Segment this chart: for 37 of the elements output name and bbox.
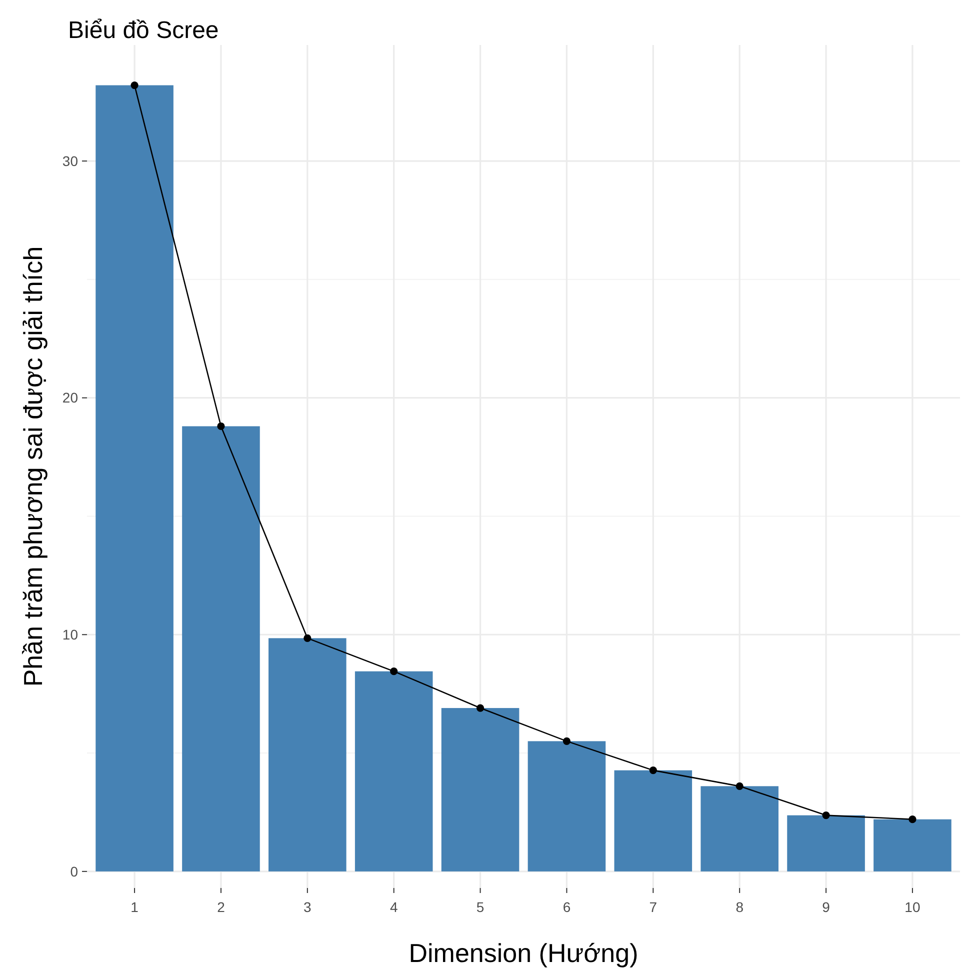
x-tick-label: 7: [649, 899, 658, 915]
bar: [700, 786, 778, 872]
bar: [441, 708, 520, 872]
y-tick-label: 10: [62, 626, 78, 643]
bar: [354, 671, 433, 872]
point: [217, 422, 225, 430]
point: [476, 704, 484, 712]
x-tick-label: 3: [304, 899, 312, 915]
x-tick-label: 5: [476, 899, 484, 915]
bar: [182, 426, 260, 872]
bar: [528, 741, 606, 872]
point: [562, 737, 571, 745]
bar: [268, 638, 346, 872]
x-tick-label: 6: [562, 899, 571, 915]
point: [649, 766, 657, 774]
x-tick-label: 2: [217, 899, 226, 915]
bar: [96, 85, 174, 872]
y-tick-label: 20: [62, 390, 78, 406]
bar: [614, 770, 692, 872]
x-axis-title: Dimension (Hướng): [408, 938, 638, 968]
chart-title: Biểu đồ Scree: [68, 17, 219, 44]
point: [736, 782, 744, 790]
y-axis-title: Phần trăm phương sai được giải thích: [18, 246, 48, 687]
x-tick-label: 4: [390, 899, 398, 915]
point: [908, 816, 916, 824]
x-tick-label: 10: [904, 899, 920, 915]
bar: [874, 819, 952, 872]
point: [304, 634, 312, 642]
y-tick-label: 0: [70, 863, 78, 880]
point: [822, 812, 830, 820]
x-tick-label: 8: [736, 899, 744, 915]
point: [390, 668, 398, 676]
x-tick-label: 1: [130, 899, 139, 915]
y-tick-label: 30: [62, 152, 78, 169]
x-tick-label: 9: [822, 899, 830, 915]
point: [130, 81, 138, 90]
bar: [787, 815, 865, 872]
